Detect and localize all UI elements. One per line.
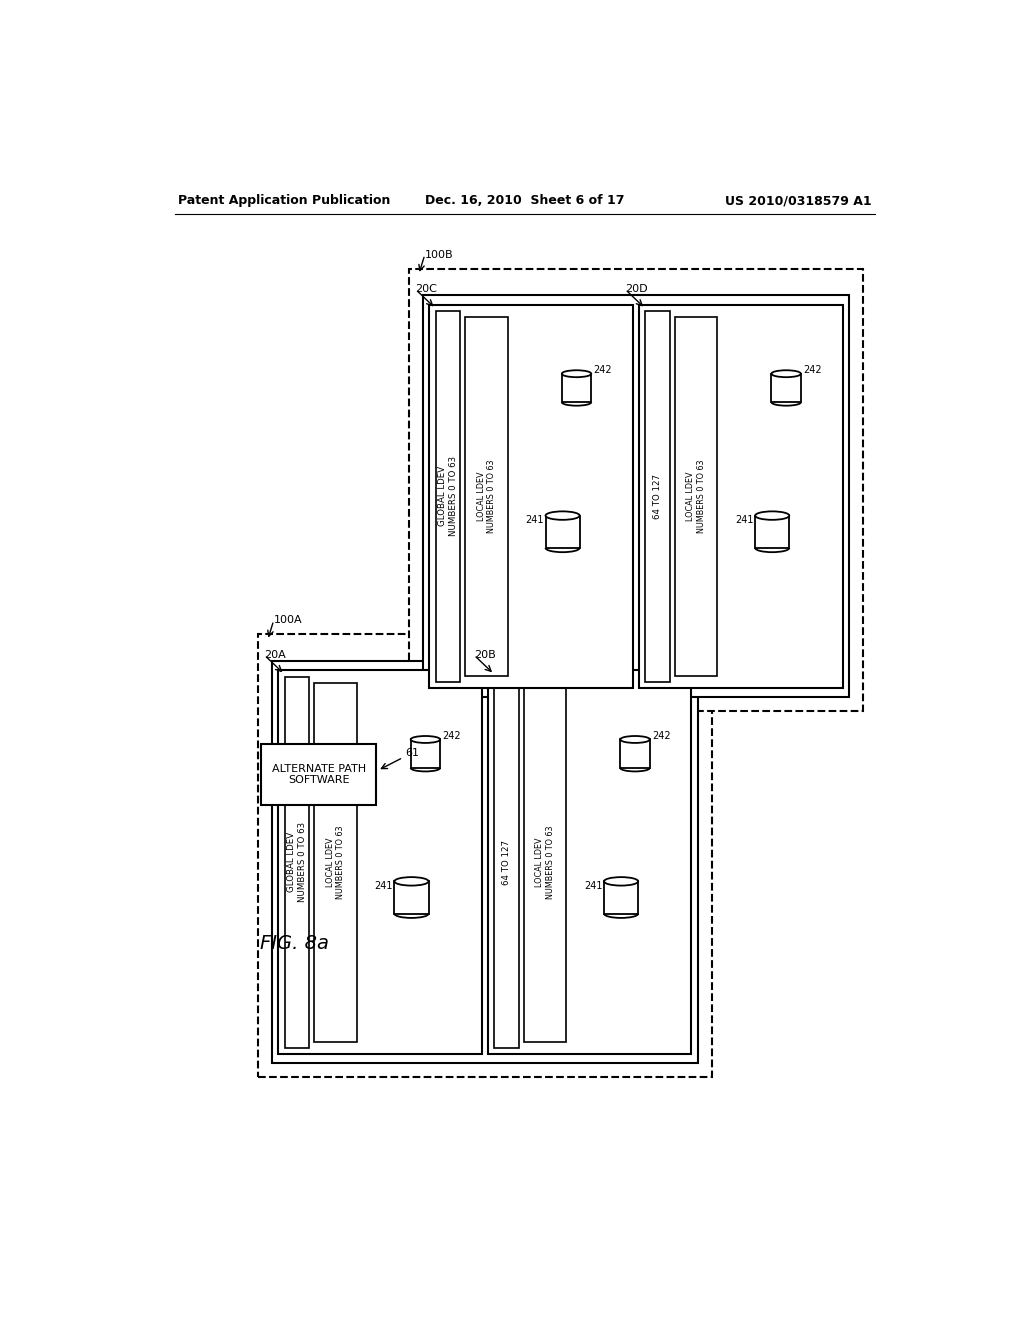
Ellipse shape bbox=[546, 511, 580, 520]
Bar bbox=[621, 739, 650, 768]
Bar bbox=[562, 374, 591, 403]
Ellipse shape bbox=[411, 737, 440, 743]
Bar bbox=[604, 882, 638, 913]
Text: GLOBAL LDEV
NUMBERS 0 TO 63: GLOBAL LDEV NUMBERS 0 TO 63 bbox=[288, 822, 306, 903]
Text: 20A: 20A bbox=[264, 649, 286, 660]
Bar bbox=[258, 635, 712, 1077]
Bar bbox=[411, 739, 440, 768]
Bar bbox=[423, 296, 849, 697]
Text: GLOBAL LDEV
NUMBERS 0 TO 63: GLOBAL LDEV NUMBERS 0 TO 63 bbox=[438, 457, 458, 536]
Text: 242: 242 bbox=[652, 731, 671, 741]
Bar bbox=[546, 516, 580, 548]
Ellipse shape bbox=[604, 876, 638, 886]
Bar bbox=[771, 374, 801, 403]
Ellipse shape bbox=[755, 511, 790, 520]
Bar bbox=[285, 677, 309, 1048]
Bar bbox=[272, 661, 697, 1063]
Bar bbox=[314, 682, 356, 1041]
Text: LOCAL LDEV
NUMBERS 0 TO 63: LOCAL LDEV NUMBERS 0 TO 63 bbox=[477, 459, 497, 533]
Text: ALTERNATE PATH
SOFTWARE: ALTERNATE PATH SOFTWARE bbox=[271, 763, 366, 785]
Bar bbox=[261, 743, 376, 805]
Text: 20D: 20D bbox=[626, 284, 648, 294]
Text: 241: 241 bbox=[375, 880, 393, 891]
Text: LOCAL LDEV
NUMBERS 0 TO 63: LOCAL LDEV NUMBERS 0 TO 63 bbox=[536, 825, 555, 899]
Text: LOCAL LDEV
NUMBERS 0 TO 63: LOCAL LDEV NUMBERS 0 TO 63 bbox=[686, 459, 706, 533]
Text: 20C: 20C bbox=[416, 284, 437, 294]
Text: US 2010/0318579 A1: US 2010/0318579 A1 bbox=[725, 194, 872, 207]
Bar bbox=[639, 305, 843, 688]
Bar bbox=[488, 671, 691, 1053]
Text: 242: 242 bbox=[594, 364, 612, 375]
Text: 242: 242 bbox=[442, 731, 461, 741]
Bar bbox=[755, 516, 790, 548]
Text: 20B: 20B bbox=[474, 649, 496, 660]
Bar bbox=[675, 317, 718, 676]
Text: 64 TO 127: 64 TO 127 bbox=[502, 840, 511, 884]
Bar bbox=[645, 312, 670, 682]
Text: LOCAL LDEV
NUMBERS 0 TO 63: LOCAL LDEV NUMBERS 0 TO 63 bbox=[326, 825, 345, 899]
Bar bbox=[495, 677, 519, 1048]
Text: Dec. 16, 2010  Sheet 6 of 17: Dec. 16, 2010 Sheet 6 of 17 bbox=[425, 194, 625, 207]
Bar bbox=[465, 317, 508, 676]
Ellipse shape bbox=[394, 876, 428, 886]
Text: 61: 61 bbox=[406, 748, 420, 758]
Text: 241: 241 bbox=[584, 880, 602, 891]
Bar bbox=[523, 682, 566, 1041]
Text: FIG. 8a: FIG. 8a bbox=[260, 935, 329, 953]
Bar bbox=[429, 305, 633, 688]
Bar bbox=[279, 671, 481, 1053]
Text: 241: 241 bbox=[525, 515, 544, 525]
Text: 241: 241 bbox=[735, 515, 754, 525]
Ellipse shape bbox=[562, 370, 591, 378]
Text: 242: 242 bbox=[803, 364, 822, 375]
Text: 100B: 100B bbox=[425, 249, 454, 260]
Bar bbox=[410, 268, 862, 711]
Bar bbox=[435, 312, 461, 682]
Ellipse shape bbox=[771, 370, 801, 378]
Ellipse shape bbox=[621, 737, 650, 743]
Text: Patent Application Publication: Patent Application Publication bbox=[178, 194, 391, 207]
Text: 100A: 100A bbox=[273, 615, 302, 626]
Text: 64 TO 127: 64 TO 127 bbox=[653, 474, 663, 519]
Bar bbox=[394, 882, 428, 913]
